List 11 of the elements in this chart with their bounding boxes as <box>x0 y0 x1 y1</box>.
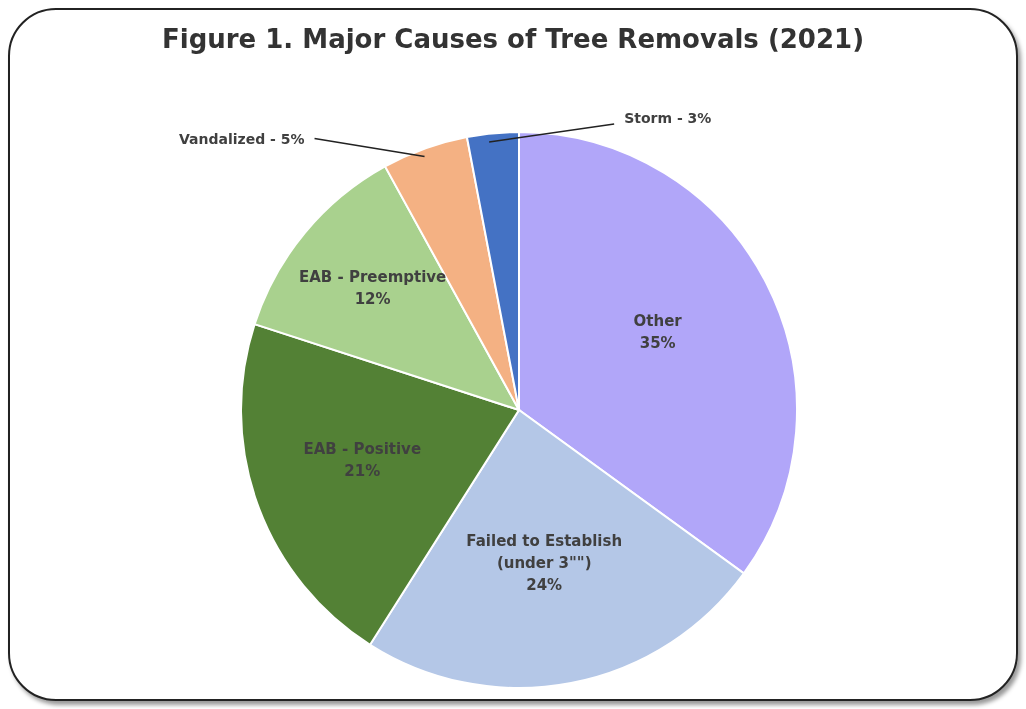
slice-label: EAB - Preemptive <box>298 268 447 287</box>
slice-label: Failed to Establish (under 3"") <box>466 532 623 573</box>
data-label: 12% <box>354 290 391 309</box>
data-label: 21% <box>344 461 381 480</box>
data-label: 24% <box>526 576 563 595</box>
chart-title: Figure 1. Major Causes of Tree Removals (2021) <box>160 24 866 56</box>
slice-label: Other <box>633 311 683 330</box>
slice-label: Storm - 3% <box>624 110 712 127</box>
data-label: 35% <box>639 333 676 352</box>
slice-label: Vandalized - 5% <box>178 130 305 147</box>
slice-label: EAB - Positive <box>303 439 422 458</box>
